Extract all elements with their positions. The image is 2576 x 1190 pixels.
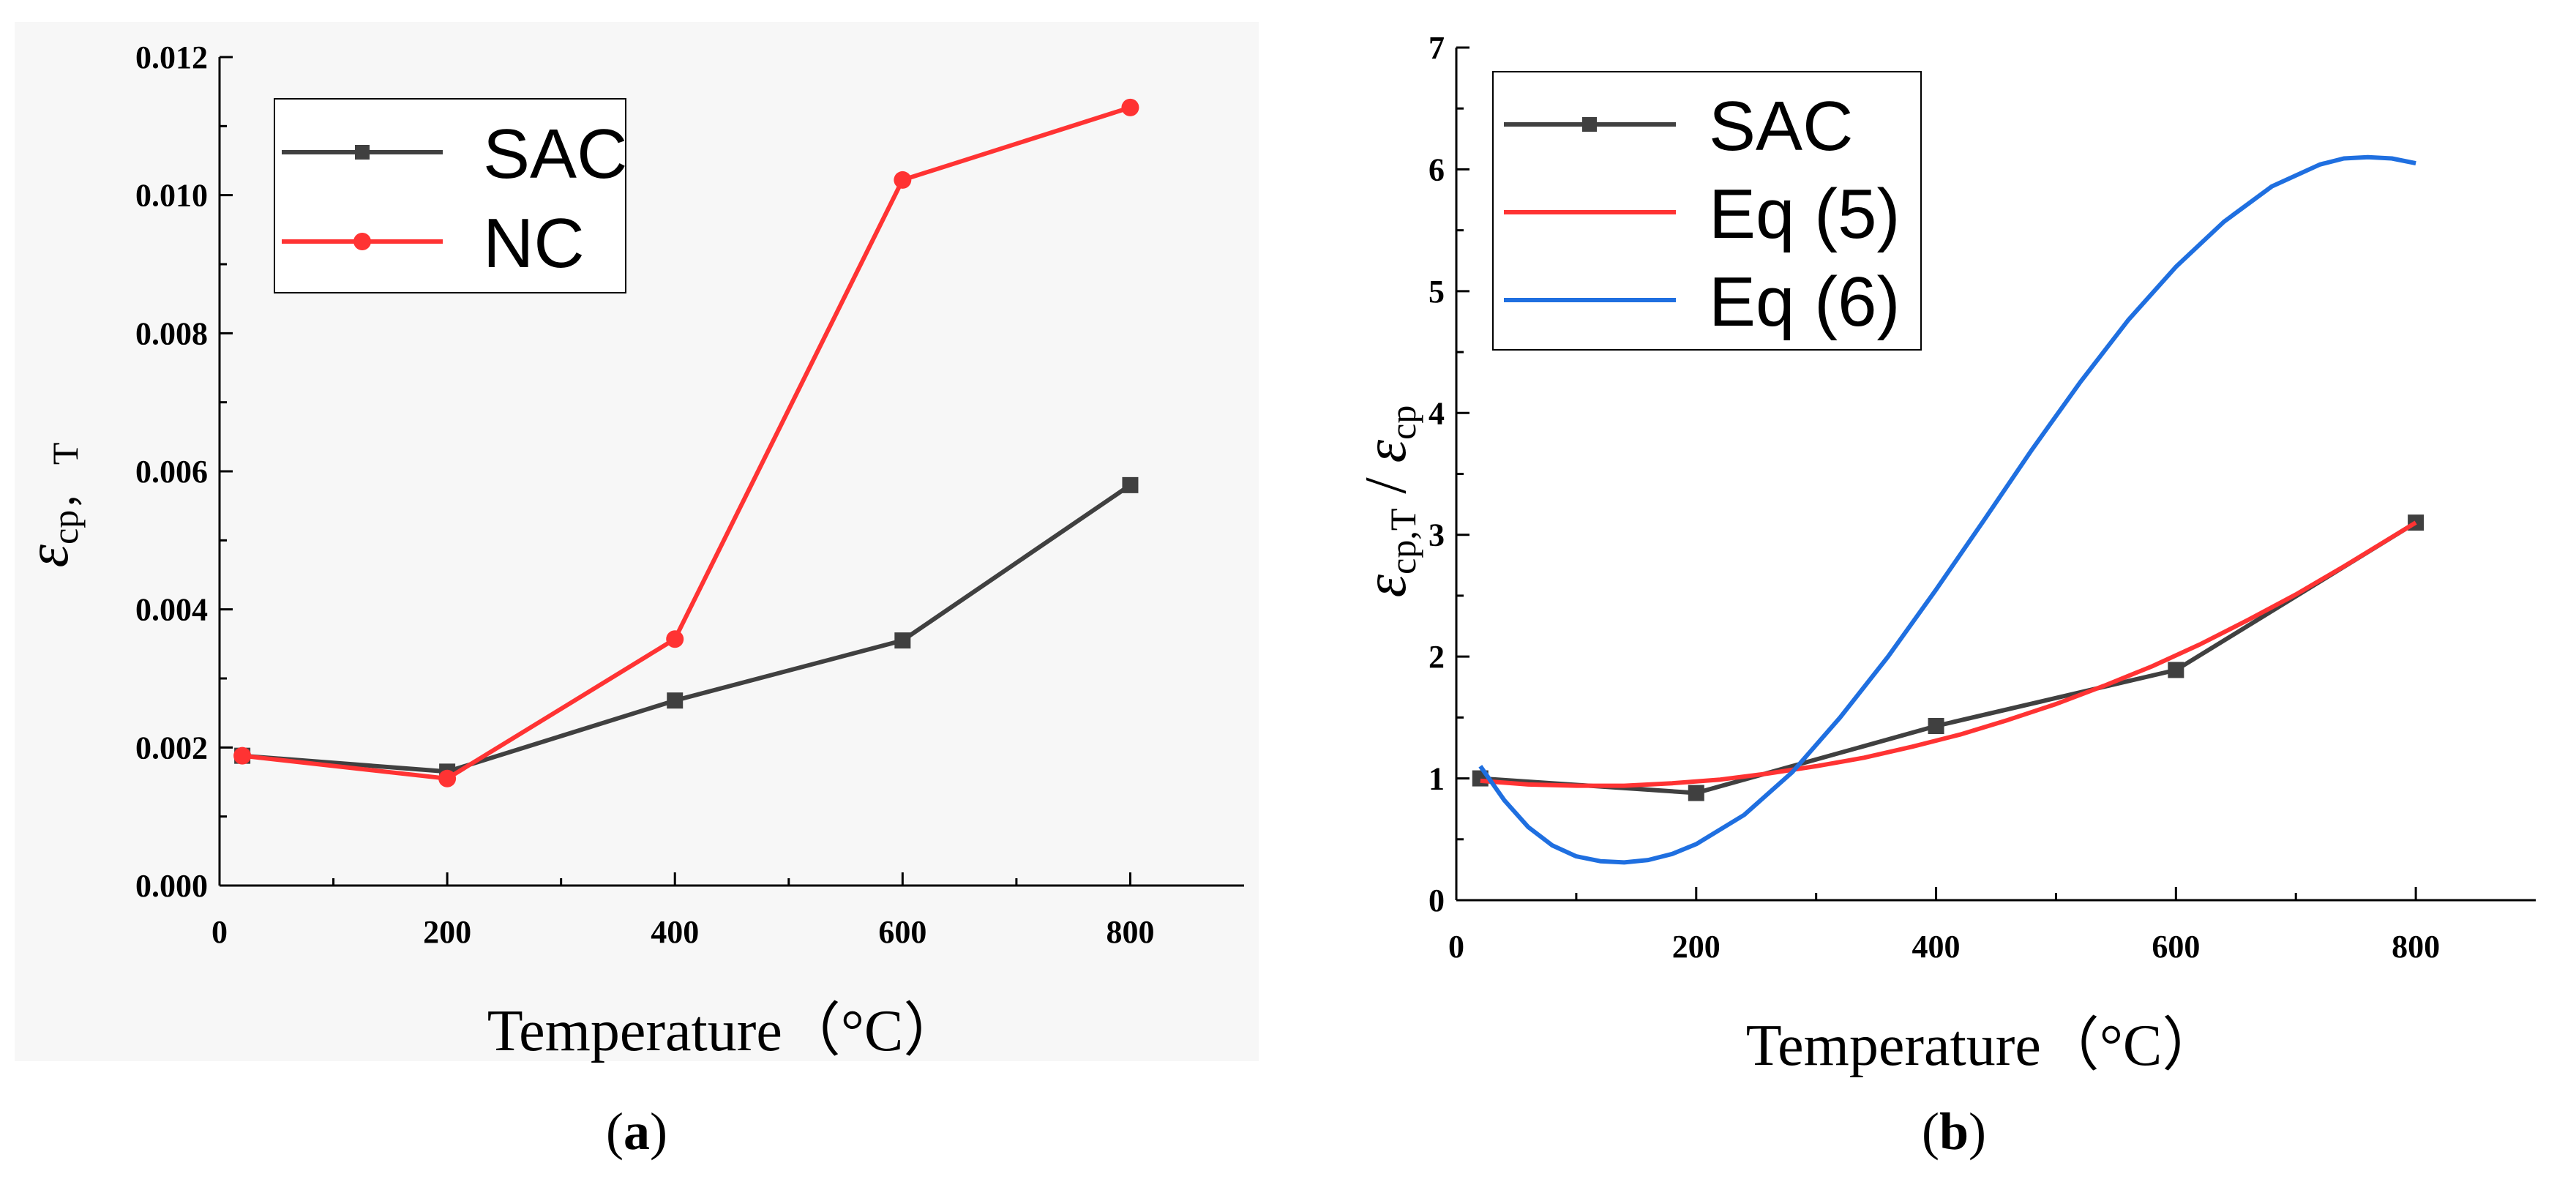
panel-b-xlabel: Temperature（°C） <box>1746 1014 2220 1078</box>
panel-a-legend-nc-label: NC <box>483 204 585 282</box>
panel-a-legend-sac-label: SAC <box>483 115 627 193</box>
panel-b-series-sac-point <box>2168 662 2184 678</box>
panel-a-y-tick-label: 0.002 <box>135 730 208 766</box>
panel-b-ylabel-symbol2: ε <box>1354 439 1418 463</box>
panel-a-series-sac-point <box>894 632 911 649</box>
panel-b-x-tick-label: 400 <box>1912 929 1961 965</box>
panel-a-caption-letter: a <box>624 1102 650 1161</box>
panel-b-legend-sac-marker <box>1582 117 1597 132</box>
panel-a-y-tick-label: 0.012 <box>135 40 208 75</box>
panel-b-ylabel-subscript: cp,T <box>1382 509 1423 575</box>
panel-a-legend-box <box>274 98 626 293</box>
panel-b-legend: SAC Eq (5) Eq (6) <box>1492 71 1922 351</box>
panel-b-legend-eq6-label: Eq (6) <box>1709 263 1900 341</box>
panel-a-ylabel-subscript: cp， T <box>45 443 86 545</box>
panel-b-y-tick-label: 0 <box>1429 883 1445 918</box>
panel-b-x-tick-label: 200 <box>1672 929 1721 965</box>
panel-b-y-tick-label: 3 <box>1429 517 1445 553</box>
panel-b-series-sac-point <box>1688 785 1704 801</box>
panel-a-marks <box>233 98 1139 787</box>
panel-a-y-tick-label: 0.000 <box>135 868 208 904</box>
panel-b-ylabel-symbol: ε <box>1354 574 1418 597</box>
panel-b-y-tick-label: 7 <box>1429 30 1445 66</box>
panel-b-series-sac-point <box>1928 718 1944 735</box>
panel-b-caption-open: ( <box>1922 1102 1939 1161</box>
panel-b-axes: 0 1 2 3 4 5 6 7 0 200 400 600 800 <box>1429 30 2536 965</box>
panel-a-series-sac-point <box>667 692 684 709</box>
panel-b-y-tick-label: 5 <box>1429 274 1445 310</box>
panel-a-caption-close: ) <box>650 1102 667 1161</box>
panel-a-y-tick-label: 0.010 <box>135 178 208 214</box>
panel-a-y-tick-label: 0.004 <box>135 592 208 628</box>
panel-a-axes: 0.000 0.002 0.004 0.006 0.008 0.010 0.012 0 200 4… <box>135 40 1244 950</box>
panel-b-marks <box>1472 154 2425 865</box>
panel-b-ylabel: εcp,T / εcp <box>1354 405 1423 598</box>
panel-a-series-nc-point <box>438 769 457 787</box>
panel-a-series-sac-point <box>1122 476 1139 493</box>
panel-b-series-eq6-line <box>1478 154 2416 865</box>
panel-a-x-tick-label: 200 <box>423 914 471 950</box>
panel-a-ylabel: εcp， T <box>16 443 86 568</box>
panel-a-series-nc-point <box>1121 98 1139 116</box>
panel-a-x-tick-label: 0 <box>211 914 228 950</box>
panel-a-legend-nc-marker <box>353 233 371 250</box>
panel-a-x-tick-label: 600 <box>878 914 926 950</box>
panel-b-ylabel-sep: / <box>1354 463 1418 508</box>
panel-a-x-tick-label: 400 <box>651 914 699 950</box>
panel-b-y-tick-label: 6 <box>1429 151 1445 187</box>
panel-a: 0.000 0.002 0.004 0.006 0.008 0.010 0.012 0 200 4… <box>15 22 1259 1161</box>
panel-a-y-tick-label: 0.008 <box>135 315 208 351</box>
panel-b-caption-close: ) <box>1969 1102 1986 1161</box>
panel-a-series-nc-point <box>894 171 912 189</box>
panel-a-ylabel-symbol: ε <box>16 544 80 567</box>
panel-b-caption: (b) <box>1922 1102 1986 1161</box>
panel-b-caption-letter: b <box>1939 1102 1969 1161</box>
panel-b-y-tick-label: 2 <box>1429 639 1445 675</box>
panel-a-series-nc-point <box>233 746 252 765</box>
panel-b-y-tick-label: 4 <box>1429 395 1445 431</box>
panel-b-x-tick-label: 0 <box>1448 929 1464 965</box>
panel-b-ylabel-subscript2: cp <box>1382 405 1423 440</box>
panel-b-x-tick-label: 800 <box>2392 929 2440 965</box>
panel-a-legend: SAC NC <box>274 98 627 293</box>
panel-a-y-tick-label: 0.006 <box>135 454 208 490</box>
panel-a-x-tick-label: 800 <box>1106 914 1154 950</box>
panel-a-caption-open: ( <box>606 1102 624 1161</box>
panel-b-series-sac-line <box>1480 520 2417 796</box>
panel-a-series-nc-point <box>666 630 684 648</box>
panel-b-y-tick-label: 1 <box>1429 761 1445 797</box>
panel-a-xlabel: Temperature（°C） <box>487 999 962 1063</box>
panel-b-legend-eq5-label: Eq (5) <box>1709 175 1900 253</box>
panel-b-x-tick-label: 600 <box>2152 929 2200 965</box>
panel-a-legend-sac-marker <box>355 145 370 160</box>
panel-b-legend-sac-label: SAC <box>1709 87 1853 165</box>
panel-a-caption: (a) <box>606 1102 667 1161</box>
panel-b-series-eq5-line <box>1480 520 2417 788</box>
